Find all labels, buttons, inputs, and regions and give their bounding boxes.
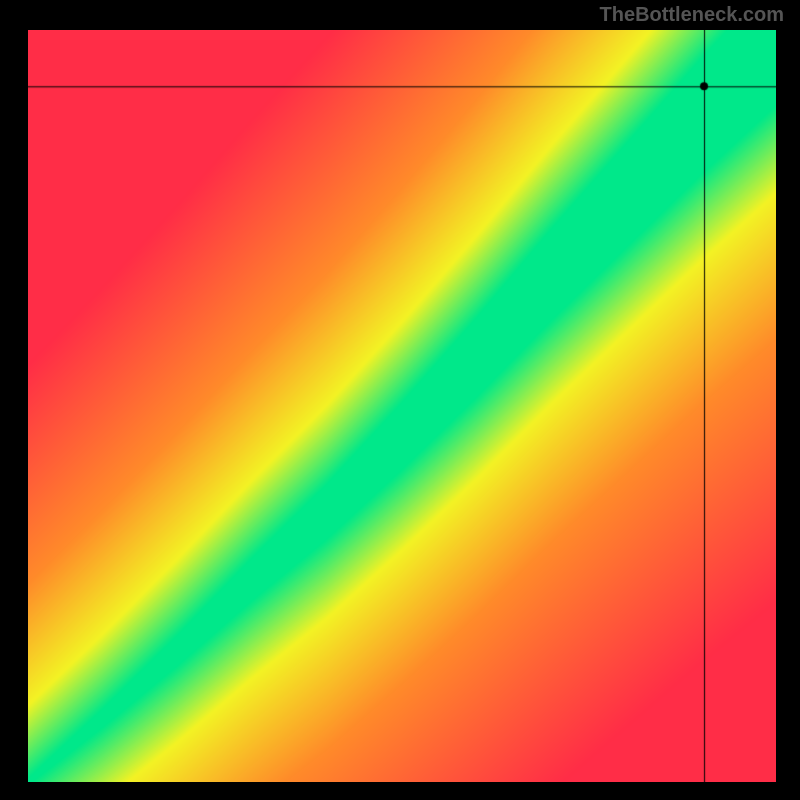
watermark-text: TheBottleneck.com [600,4,784,27]
bottleneck-heatmap [28,30,776,782]
